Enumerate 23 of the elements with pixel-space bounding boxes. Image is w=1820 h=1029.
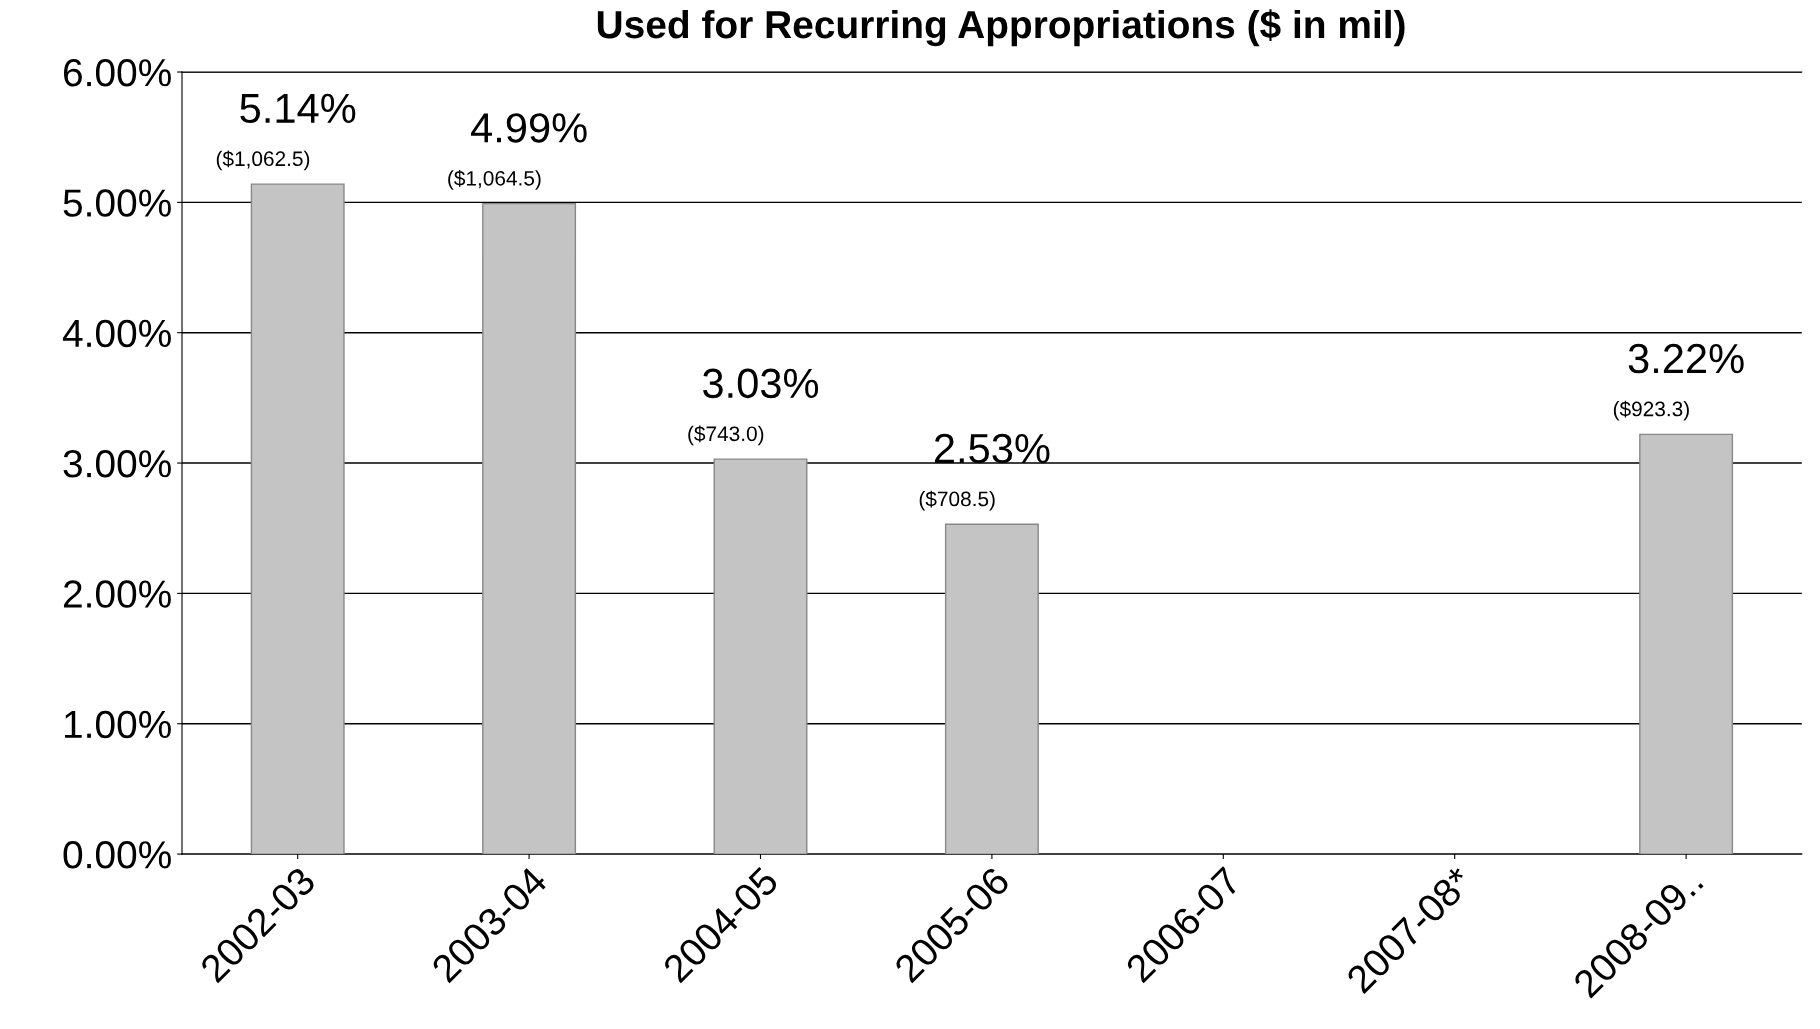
- annotation: ($743.0): [688, 425, 764, 446]
- bar: [250, 183, 345, 855]
- data-label: 3.22%: [1628, 343, 1744, 374]
- bar: [713, 458, 808, 855]
- y-tick-label: 1.00%: [64, 710, 171, 739]
- y-tick-label: 6.00%: [63, 58, 171, 87]
- bar: [1639, 433, 1734, 855]
- data-label: 3.03%: [703, 368, 819, 399]
- bar: [944, 523, 1039, 855]
- y-tick-label: 0.00%: [63, 841, 171, 869]
- chart-title: Used for Recurring Appropriations ($ in mil): [597, 9, 1405, 47]
- annotation: ($923.3): [1613, 400, 1689, 421]
- y-tick-label: 4.00%: [62, 319, 171, 348]
- annotation: ($708.5): [919, 490, 995, 511]
- annotation: ($1,062.5): [216, 150, 310, 171]
- data-label: 2.53%: [934, 433, 1050, 464]
- data-label: 5.14%: [240, 93, 356, 124]
- data-label: 4.99%: [470, 113, 587, 143]
- annotation: ($1,064.5): [448, 170, 541, 190]
- y-tick-label: 2.00%: [63, 580, 171, 608]
- bar: [482, 202, 577, 855]
- y-tick-label: 5.00%: [63, 189, 171, 217]
- y-tick-label: 3.00%: [63, 449, 171, 478]
